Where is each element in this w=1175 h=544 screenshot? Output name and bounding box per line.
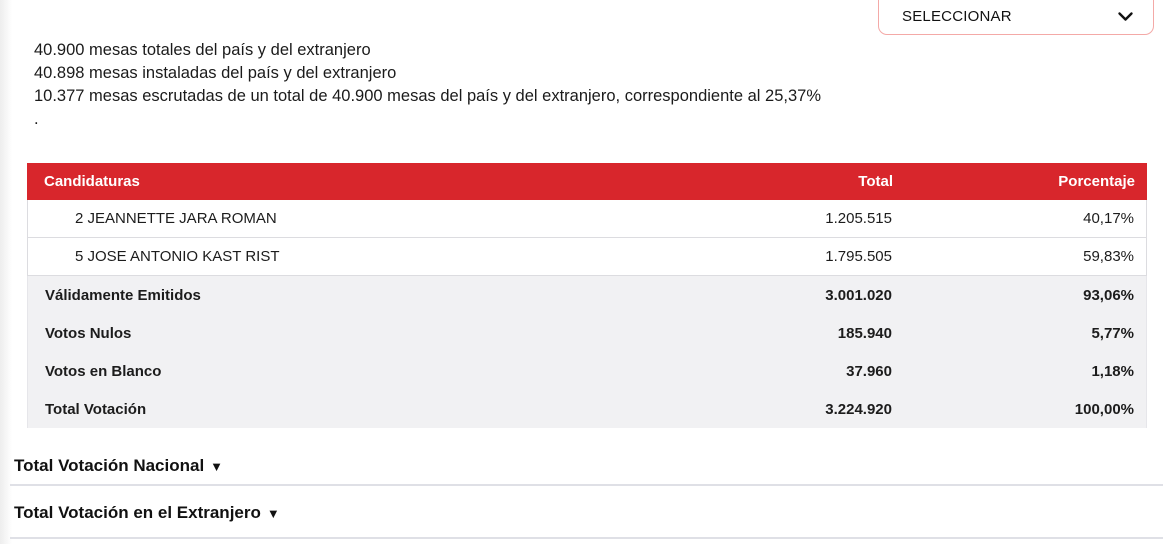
- column-header-candidaturas: Candidaturas: [44, 173, 140, 190]
- summary-label: Votos Nulos: [45, 324, 132, 342]
- candidate-rows: 2 JEANNETTE JARA ROMAN 1.205.515 40,17% …: [27, 200, 1147, 276]
- table-row-votos-nulos: Votos Nulos 185.940 5,77%: [28, 314, 1146, 352]
- chevron-down-icon: [1118, 12, 1133, 21]
- column-header-total: Total: [858, 173, 893, 190]
- page-left-edge-shadow: [0, 0, 12, 544]
- candidate-name: 2 JEANNETTE JARA ROMAN: [75, 210, 277, 227]
- accordion-total-votacion-nacional[interactable]: Total Votación Nacional ▼: [14, 456, 223, 476]
- mesas-escrutadas-line: 10.377 mesas escrutadas de un total de 4…: [34, 87, 821, 105]
- table-row-candidate-kast: 5 JOSE ANTONIO KAST RIST 1.795.505 59,83…: [28, 238, 1146, 276]
- summary-percentage: 5,77%: [1091, 324, 1134, 342]
- summary-total: 3.224.920: [825, 400, 892, 418]
- candidate-name: 5 JOSE ANTONIO KAST RIST: [75, 248, 280, 265]
- candidate-total: 1.205.515: [825, 210, 892, 227]
- summary-label: Votos en Blanco: [45, 362, 162, 380]
- table-row-total-votacion: Total Votación 3.224.920 100,00%: [28, 390, 1146, 428]
- summary-percentage: 100,00%: [1074, 400, 1134, 418]
- triangle-down-icon: ▼: [266, 506, 280, 521]
- results-table-header: Candidaturas Total Porcentaje: [27, 163, 1147, 200]
- section-divider: [10, 537, 1163, 539]
- table-row-validamente-emitidos: Válidamente Emitidos 3.001.020 93,06%: [28, 276, 1146, 314]
- candidate-total: 1.795.505: [825, 248, 892, 265]
- summary-label: Total Votación: [45, 400, 147, 418]
- summary-total: 3.001.020: [825, 286, 892, 304]
- mesas-totales-line: 40.900 mesas totales del país y del extr…: [34, 41, 371, 59]
- triangle-down-icon: ▼: [210, 459, 224, 474]
- section-divider: [10, 484, 1163, 486]
- candidate-percentage: 40,17%: [1083, 210, 1134, 227]
- table-row-votos-en-blanco: Votos en Blanco 37.960 1,18%: [28, 352, 1146, 390]
- candidate-percentage: 59,83%: [1083, 248, 1134, 265]
- summary-total: 37.960: [846, 362, 892, 380]
- region-select-value: SELECCIONAR: [902, 8, 1012, 25]
- region-select-dropdown[interactable]: SELECCIONAR: [878, 0, 1154, 35]
- results-table: Candidaturas Total Porcentaje 2 JEANNETT…: [27, 163, 1147, 428]
- summary-percentage: 93,06%: [1083, 286, 1134, 304]
- mesas-status-block: 40.900 mesas totales del país y del extr…: [34, 39, 821, 131]
- summary-rows: Válidamente Emitidos 3.001.020 93,06% Vo…: [27, 276, 1147, 428]
- table-row-candidate-jara: 2 JEANNETTE JARA ROMAN 1.205.515 40,17%: [28, 200, 1146, 238]
- accordion-label: Total Votación en el Extranjero: [14, 503, 261, 522]
- summary-percentage: 1,18%: [1091, 362, 1134, 380]
- accordion-label: Total Votación Nacional: [14, 456, 205, 475]
- mesas-instaladas-line: 40.898 mesas instaladas del país y del e…: [34, 64, 397, 82]
- summary-total: 185.940: [837, 324, 892, 342]
- accordion-total-votacion-extranjero[interactable]: Total Votación en el Extranjero ▼: [14, 503, 280, 523]
- mesas-trailing-dot: .: [34, 110, 39, 128]
- summary-label: Válidamente Emitidos: [45, 286, 201, 304]
- column-header-porcentaje: Porcentaje: [1058, 173, 1135, 190]
